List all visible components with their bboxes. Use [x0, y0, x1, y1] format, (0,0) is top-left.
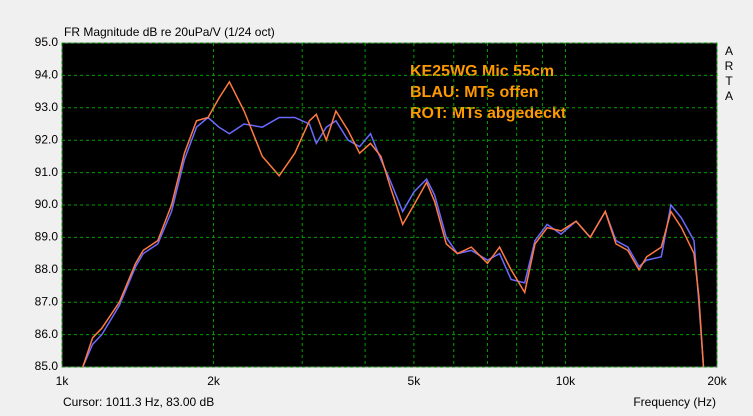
data-line	[82, 116, 705, 368]
cursor-readout: Cursor: 1011.3 Hz, 83.00 dB	[63, 395, 214, 409]
x-tick-label: 10k	[556, 374, 576, 388]
x-tick-label: 1k	[56, 374, 70, 388]
data-line	[82, 80, 705, 368]
y-tick-label: 91.0	[35, 165, 59, 179]
annotation: ROT: MTs abgedeckt	[410, 105, 567, 122]
y-tick-label: 93.0	[35, 100, 59, 114]
x-tick-label: 5k	[408, 374, 422, 388]
x-tick-label: 2k	[207, 374, 221, 388]
y-tick-label: 85.0	[35, 359, 59, 373]
y-tick-label: 95.0	[35, 35, 59, 49]
x-axis-label: Frequency (Hz)	[633, 395, 716, 409]
y-tick-label: 87.0	[35, 294, 59, 308]
y-tick-label: 94.0	[35, 68, 59, 82]
annotation: BLAU: MTs offen	[410, 84, 539, 101]
annotation: KE25WG Mic 55cm	[410, 63, 554, 80]
chart-title: FR Magnitude dB re 20uPa/V (1/24 oct)	[64, 25, 275, 39]
y-tick-label: 90.0	[35, 197, 59, 211]
y-tick-label: 88.0	[35, 262, 59, 276]
side-label: ARTA	[722, 44, 736, 104]
y-tick-label: 86.0	[35, 327, 59, 341]
x-tick-label: 20k	[707, 374, 727, 388]
y-tick-label: 89.0	[35, 230, 59, 244]
y-tick-label: 92.0	[35, 132, 59, 146]
